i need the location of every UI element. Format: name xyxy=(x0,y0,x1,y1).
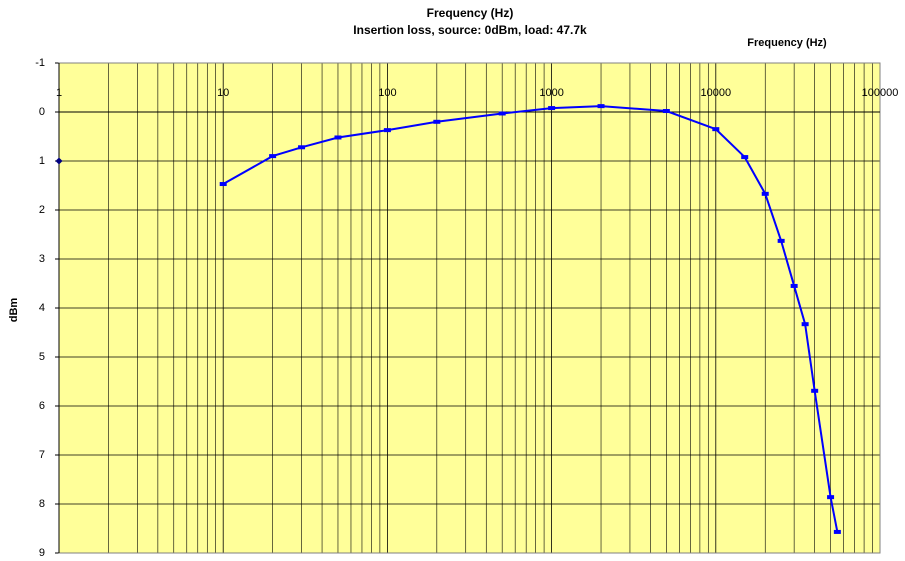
y-tick-label: 2 xyxy=(39,204,45,216)
y-tick-label: 7 xyxy=(39,449,45,461)
point-marker xyxy=(833,529,841,534)
y-tick-label: 5 xyxy=(39,351,45,363)
chart-title: Frequency (Hz) xyxy=(427,6,514,20)
y-tick-label: 8 xyxy=(39,498,45,510)
point-marker xyxy=(219,182,227,187)
y-tick-label: 4 xyxy=(39,302,45,314)
point-marker xyxy=(662,109,670,114)
point-marker xyxy=(597,104,605,109)
point-marker xyxy=(790,283,798,288)
y-tick-label: 1 xyxy=(39,155,45,167)
point-marker xyxy=(498,111,506,116)
y-tick-label: 3 xyxy=(39,253,45,265)
point-marker xyxy=(548,106,556,111)
y-tick-label: 0 xyxy=(39,106,45,118)
point-marker xyxy=(712,127,720,132)
point-marker xyxy=(811,388,819,393)
chart-subtitle: Insertion loss, source: 0dBm, load: 47.7… xyxy=(353,23,587,37)
y-tick-label: 9 xyxy=(39,547,45,559)
x-tick-label: 10000 xyxy=(701,87,732,99)
point-marker xyxy=(761,191,769,196)
point-marker xyxy=(741,155,749,160)
point-marker xyxy=(298,145,306,150)
point-marker xyxy=(269,154,277,159)
x-tick-label: 1000 xyxy=(539,87,563,99)
y-axis-title: dBm xyxy=(8,298,20,323)
point-marker xyxy=(55,157,63,165)
point-marker xyxy=(827,495,835,500)
point-marker xyxy=(777,238,785,243)
y-tick-label: 6 xyxy=(39,400,45,412)
point-marker xyxy=(383,128,391,133)
x-tick-label: 10 xyxy=(217,87,229,99)
x-tick-label: 100 xyxy=(378,87,396,99)
y-tick-label: -1 xyxy=(35,57,45,69)
point-marker xyxy=(801,322,809,327)
point-marker xyxy=(334,135,342,140)
x-axis-title: Frequency (Hz) xyxy=(747,37,827,49)
point-marker xyxy=(433,119,441,124)
